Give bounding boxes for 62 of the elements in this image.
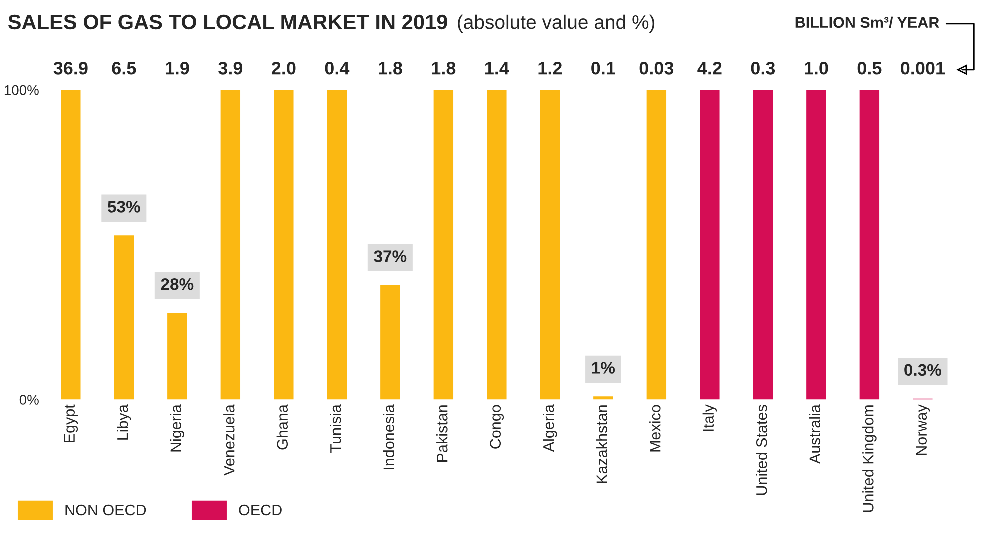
y-tick-label: 0% bbox=[20, 395, 39, 405]
bar bbox=[327, 90, 348, 400]
text: 0.4 bbox=[325, 62, 350, 75]
data-label: 53% bbox=[108, 201, 140, 213]
x-tick-label: Tunisia bbox=[330, 404, 342, 453]
x-tick-label: United Kingdom bbox=[862, 406, 877, 512]
x-tick-label: Egypt bbox=[64, 404, 78, 442]
text: 2.0 bbox=[272, 62, 296, 75]
text: 0.5 bbox=[858, 62, 882, 75]
text: 1.9 bbox=[166, 62, 190, 75]
y-tick-label: 100% bbox=[4, 85, 39, 96]
chart-title: SALES OF GAS TO LOCAL MARKET IN 2019 bbox=[8, 14, 448, 30]
data-label: 0.3% bbox=[904, 364, 942, 376]
x-tick-label: Congo bbox=[490, 405, 504, 449]
bar bbox=[646, 90, 667, 400]
text: 36.9 bbox=[54, 62, 88, 75]
text: 0.3 bbox=[751, 62, 776, 75]
bar bbox=[700, 90, 720, 400]
text: 6.5 bbox=[112, 62, 136, 75]
text: 3.9 bbox=[218, 62, 243, 75]
data-label: 28% bbox=[161, 278, 194, 290]
x-tick-label: Kazakhstan bbox=[596, 406, 608, 484]
text: 4.2 bbox=[698, 62, 722, 75]
text: 1.2 bbox=[538, 62, 562, 75]
x-tick-label: Venezuela bbox=[224, 404, 235, 476]
chart-subtitle: (absolute value and %) bbox=[458, 14, 655, 34]
bar bbox=[274, 90, 294, 400]
bar bbox=[806, 90, 826, 400]
text: 1.0 bbox=[805, 62, 828, 75]
x-tick-label: Italy bbox=[702, 404, 718, 432]
x-tick-label: Mexico bbox=[650, 405, 661, 452]
bar bbox=[114, 236, 134, 400]
bar bbox=[168, 313, 188, 400]
bar bbox=[540, 90, 560, 400]
bar bbox=[380, 285, 400, 400]
text: 1.8 bbox=[379, 62, 402, 75]
data-label: 1% bbox=[592, 362, 616, 374]
bar bbox=[860, 90, 880, 400]
x-tick-label: Norway bbox=[916, 404, 930, 456]
x-tick-label: Indonesia bbox=[383, 404, 395, 470]
text: 1.4 bbox=[486, 62, 510, 75]
legend-label: OECD bbox=[239, 504, 282, 516]
text: 0.001 bbox=[901, 62, 946, 75]
bar bbox=[753, 90, 774, 400]
x-tick-label: Australia bbox=[809, 404, 821, 464]
x-tick-label: Pakistan bbox=[436, 406, 448, 462]
data-label: 37% bbox=[374, 250, 407, 262]
legend-label: NON OECD bbox=[66, 504, 146, 516]
x-tick-label: Libya bbox=[117, 404, 132, 440]
bar bbox=[487, 90, 507, 400]
bar bbox=[61, 90, 81, 400]
bar bbox=[594, 396, 614, 400]
text: 0.1 bbox=[592, 62, 616, 75]
text: 0.03 bbox=[640, 62, 674, 75]
x-tick-label: United States bbox=[756, 405, 768, 496]
text: 1.8 bbox=[432, 62, 456, 75]
x-tick-label: Ghana bbox=[276, 404, 288, 450]
bar bbox=[434, 90, 454, 400]
x-tick-label: Nigeria bbox=[170, 404, 185, 452]
bar bbox=[220, 90, 241, 400]
text: BILLION Sm³/ YEAR bbox=[796, 16, 940, 28]
x-tick-label: Algeria bbox=[543, 404, 558, 452]
